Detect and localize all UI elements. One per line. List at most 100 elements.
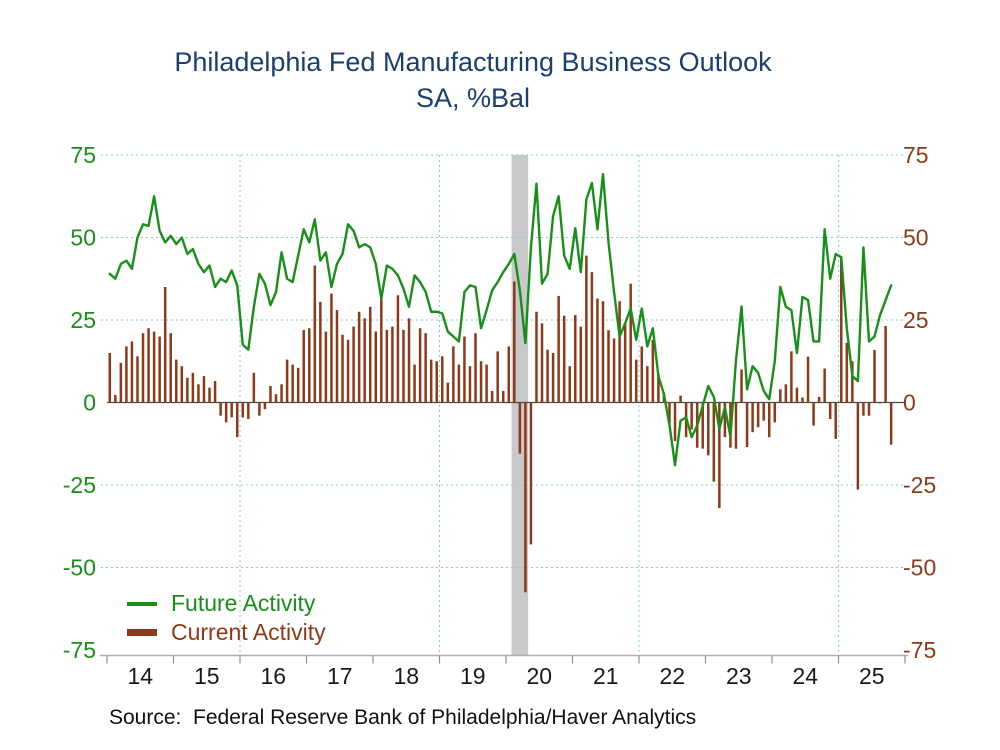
current-activity-bar [485, 364, 488, 403]
current-activity-bar [407, 318, 411, 403]
current-activity-bar [518, 402, 522, 454]
current-activity-bar [202, 376, 206, 403]
current-activity-bar [817, 396, 821, 403]
current-activity-bar [513, 281, 516, 403]
current-activity-bar [546, 349, 549, 403]
current-activity-bar [241, 402, 245, 418]
current-activity-bar [673, 402, 677, 442]
current-activity-bar [723, 402, 727, 438]
current-activity-bar [452, 346, 455, 403]
current-activity-bar [463, 336, 466, 403]
legend-label-future: Future Activity [171, 590, 316, 616]
y-right-label-50: 50 [903, 225, 929, 251]
current-activity-bar [313, 265, 317, 403]
current-activity-bar [540, 323, 544, 403]
current-activity-bar [169, 333, 172, 403]
current-activity-bar [784, 384, 788, 403]
x-tick-label-14: 14 [127, 663, 153, 689]
current-activity-bar [795, 387, 799, 403]
current-activity-bar [745, 402, 749, 448]
y-left-label-50: 50 [70, 225, 96, 251]
current-activity-bar [806, 356, 810, 403]
current-activity-bar [740, 369, 743, 403]
x-tick-label-20: 20 [526, 663, 552, 689]
current-activity-bar [762, 402, 765, 421]
current-activity-bar [435, 361, 438, 403]
current-activity-bar [319, 301, 322, 403]
y-left-label--50: -50 [63, 555, 96, 581]
current-activity-bar [186, 377, 189, 403]
current-activity-bar [446, 382, 450, 403]
x-tick-label-23: 23 [726, 663, 752, 689]
current-activity-bar [712, 402, 716, 482]
current-activity-bar [579, 326, 583, 403]
current-activity-bar [823, 368, 826, 403]
current-activity-bar [878, 402, 882, 404]
current-activity-bar [773, 402, 777, 423]
current-activity-bar [801, 397, 804, 403]
legend-item-future: Future Activity [127, 589, 326, 618]
chart-title-line2: SA, %Bal [415, 83, 531, 113]
current-activity-bar [402, 329, 405, 403]
current-activity-bar [679, 395, 682, 403]
current-activity-bar [302, 329, 305, 403]
x-tick-label-25: 25 [859, 663, 885, 689]
x-tick-label-22: 22 [659, 663, 685, 689]
current-activity-bar [607, 330, 610, 403]
current-activity-bar [651, 339, 655, 403]
current-activity-bar [590, 272, 594, 403]
current-activity-bar [873, 350, 876, 403]
current-activity-bar [668, 402, 671, 423]
current-activity-bar [252, 372, 256, 403]
current-activity-bar [208, 387, 211, 403]
source-note: Source: Federal Reserve Bank of Philadel… [109, 706, 697, 729]
x-tick-label-18: 18 [393, 663, 419, 689]
current-activity-bar [474, 333, 477, 403]
current-activity-bar [479, 361, 483, 403]
current-activity-bar [596, 298, 599, 403]
current-activity-bar [429, 359, 433, 403]
current-activity-bar [496, 351, 499, 403]
y-left-label--75: -75 [63, 637, 96, 663]
current-activity-bar [274, 394, 278, 403]
current-activity-bar [690, 402, 693, 430]
y-left-label-25: 25 [70, 307, 96, 333]
current-activity-bar [889, 402, 893, 445]
current-activity-bar [551, 353, 555, 403]
current-activity-bar [457, 364, 461, 403]
current-activity-bar [385, 329, 389, 403]
x-tick-label-21: 21 [593, 663, 619, 689]
current-activity-bar [845, 342, 849, 403]
current-activity-bar [535, 311, 538, 403]
current-activity-bar [629, 283, 632, 403]
current-activity-bar [224, 402, 228, 423]
current-activity-bar [623, 323, 627, 403]
current-activity-bar [368, 306, 372, 403]
current-activity-bar [424, 333, 427, 403]
current-activity-bar [296, 367, 300, 403]
current-activity-bar [840, 256, 843, 403]
current-activity-bar [335, 310, 339, 403]
current-activity-bar [418, 328, 422, 403]
current-activity-bar [357, 311, 361, 403]
current-activity-bar [363, 318, 366, 403]
current-activity-bar [114, 394, 117, 403]
x-tick-label-16: 16 [260, 663, 286, 689]
current-activity-bar [834, 402, 837, 439]
current-activity-bar [779, 389, 782, 403]
current-activity-bar [324, 331, 328, 403]
x-tick-label-19: 19 [460, 663, 486, 689]
current-activity-bar [147, 328, 150, 403]
x-tick-label-17: 17 [327, 663, 353, 689]
y-right-label--50: -50 [903, 555, 936, 581]
current-activity-bar [352, 326, 355, 403]
current-activity-bar [441, 356, 444, 403]
current-activity-bar [634, 359, 638, 403]
current-activity-bar [718, 402, 721, 509]
current-activity-bar [790, 351, 793, 403]
current-activity-bar [557, 295, 560, 403]
current-activity-bar [618, 301, 621, 403]
current-activity-bar [751, 402, 754, 433]
